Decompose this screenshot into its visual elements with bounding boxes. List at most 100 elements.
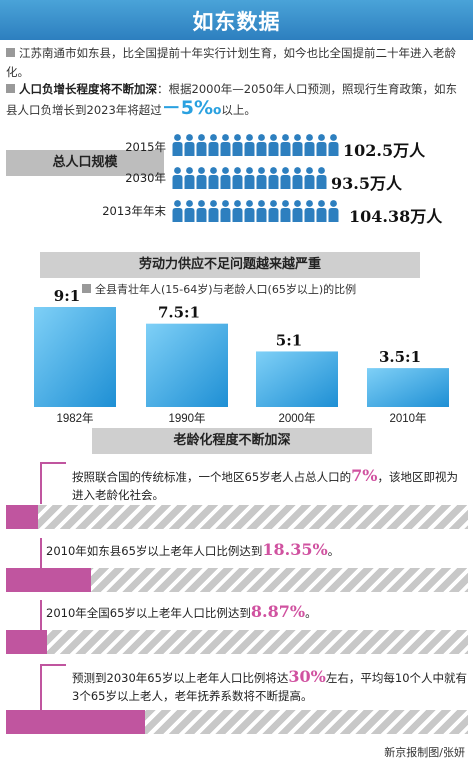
people-row-2013: [172, 199, 340, 227]
person-icon: [268, 167, 279, 189]
people-row-2030: [172, 166, 328, 194]
connector-line: [40, 664, 42, 710]
data-label: 7.5:1: [158, 304, 200, 322]
pop-year-2015: 2015年: [125, 140, 166, 154]
population-label: 总人口规模: [6, 150, 164, 176]
connector-line: [40, 462, 42, 504]
intro-paragraph-2: 人口负增长程度将不断加深：根据2000年—2050年人口预测，照现行生育政策，如…: [6, 80, 468, 120]
labor-heading: 劳动力供应不足问题越来越严重: [40, 252, 420, 278]
pop-year-2030: 2030年: [125, 171, 166, 185]
aging-heading: 老龄化程度不断加深: [92, 428, 372, 454]
person-icon: [208, 134, 219, 156]
people-icons: [172, 134, 339, 156]
aging-text-1: 按照联合国的传统标准，一个地区65岁老人占总人口的7%，该地区即视为进入老龄化社…: [72, 466, 458, 503]
labor-subtitle-row: 全县青壮年人(15-64岁)与老龄人口(65岁以上)的比例: [82, 280, 462, 299]
bar-1990年: [146, 323, 228, 407]
aging-value-2: 18.35%: [262, 540, 328, 559]
person-icon: [292, 134, 303, 156]
pop-year-2013: 2013年年末: [102, 204, 166, 218]
person-icon: [172, 134, 183, 156]
person-icon: [244, 200, 255, 222]
person-icon: [184, 200, 195, 222]
person-icon: [184, 167, 195, 189]
person-icon: [304, 200, 315, 222]
aging-text-4: 预测到2030年65岁以上老年人口比例将达30%左右，平均每10个人中就有3个6…: [72, 667, 468, 704]
people-row-2015: [172, 133, 340, 161]
person-icon: [220, 134, 231, 156]
bar-2010年: [367, 368, 449, 407]
aging-bar-2: [6, 568, 468, 592]
pop-value-2013: 104.38万人: [349, 207, 443, 226]
person-icon: [256, 167, 267, 189]
person-icon: [184, 134, 195, 156]
aging-value-4: 30%: [288, 667, 326, 686]
bar-1982年: [34, 307, 116, 407]
square-bullet-icon: [6, 48, 15, 57]
connector-line: [40, 664, 66, 680]
intro-tail: 以上。: [221, 103, 256, 117]
category-label: 2000年: [278, 411, 315, 425]
data-label: 9:1: [54, 290, 80, 305]
person-icon: [268, 134, 279, 156]
labor-ratio-chart: 9:1 1982年 7.5:1 1990年 5:1 2000年 3.5:1 2010年: [34, 290, 449, 425]
person-icon: [220, 167, 231, 189]
page-title: 如东数据: [192, 9, 281, 34]
connector-line: [40, 538, 42, 568]
person-icon: [316, 200, 327, 222]
aging-fill-3: [6, 630, 47, 654]
person-icon: [172, 200, 183, 222]
bar-2000年: [256, 351, 338, 407]
intro-line-2: ：根据2000年—2050年人口预测，照现行生育政策，如东县人口负增长到2023…: [6, 82, 458, 117]
data-label: 3.5:1: [379, 348, 421, 366]
pop-value-2030: 93.5万人: [331, 174, 402, 193]
person-icon: [316, 167, 327, 189]
person-icon: [304, 134, 315, 156]
aging-fill-4: [6, 710, 145, 734]
person-icon: [256, 200, 267, 222]
person-icon: [232, 167, 243, 189]
person-icon: [328, 200, 339, 222]
pop-value-2015: 102.5万人: [343, 141, 426, 160]
square-bullet-icon: [82, 284, 91, 293]
category-label: 2010年: [389, 411, 426, 425]
square-bullet-icon: [6, 84, 15, 93]
person-icon: [280, 200, 291, 222]
growth-value: －5‰: [161, 97, 222, 119]
person-icon: [196, 200, 207, 222]
category-label: 1990年: [168, 411, 205, 425]
aging-bar-3: [6, 630, 468, 654]
credit: 新京报制图/张妍: [384, 746, 465, 759]
aging-fill-2: [6, 568, 91, 592]
connector-line: [40, 462, 66, 478]
person-icon: [244, 134, 255, 156]
category-label: 1982年: [56, 411, 93, 425]
person-icon: [280, 134, 291, 156]
aging-bar-4: [6, 710, 468, 734]
person-icon: [256, 134, 267, 156]
person-icon: [304, 167, 315, 189]
person-icon: [328, 134, 339, 156]
intro-bold-heading: 人口负增长程度将不断加深: [19, 82, 157, 96]
data-label: 5:1: [276, 331, 302, 349]
title-bar: 如东数据: [0, 0, 473, 40]
aging-text-3: 2010年全国65岁以上老年人口比例达到8.87%。: [46, 602, 317, 621]
connector-line: [40, 600, 42, 630]
person-icon: [208, 167, 219, 189]
people-icons: [172, 167, 327, 189]
intro-line-1: 江苏南通市如东县，比全国提前十年实行计划生育，如今也比全国提前二十年进入老龄化。: [6, 46, 456, 79]
labor-subtitle: 全县青壮年人(15-64岁)与老龄人口(65岁以上)的比例: [95, 283, 357, 296]
person-icon: [292, 167, 303, 189]
people-icons: [172, 200, 339, 222]
person-icon: [220, 200, 231, 222]
person-icon: [232, 200, 243, 222]
person-icon: [280, 167, 291, 189]
aging-value-1: 7%: [351, 466, 378, 485]
person-icon: [316, 134, 327, 156]
person-icon: [208, 200, 219, 222]
person-icon: [292, 200, 303, 222]
person-icon: [232, 134, 243, 156]
person-icon: [196, 134, 207, 156]
aging-bar-1: [6, 505, 468, 529]
aging-value-3: 8.87%: [250, 602, 306, 621]
person-icon: [172, 167, 183, 189]
